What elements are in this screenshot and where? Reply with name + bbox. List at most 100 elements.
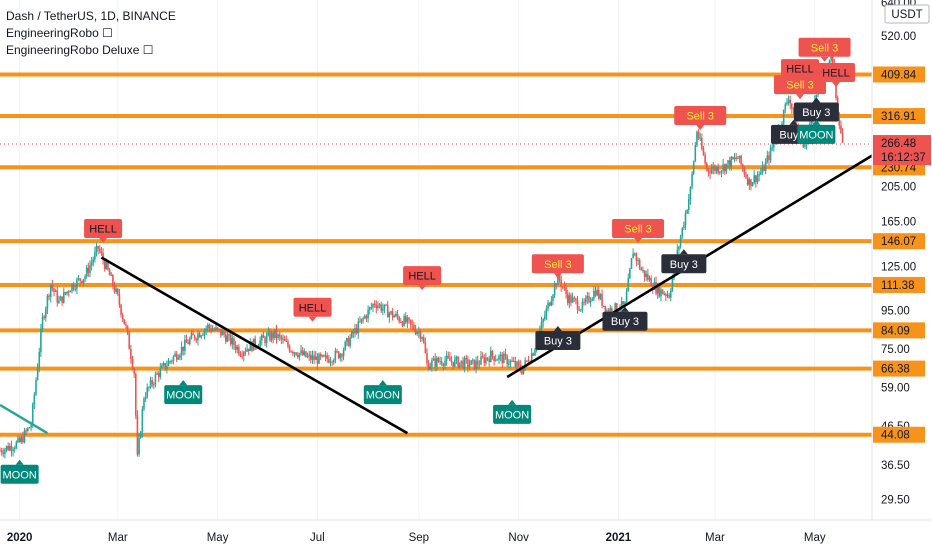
candle-down	[594, 290, 597, 296]
candle-up	[71, 284, 73, 292]
indicator-engineeringrobo-deluxe[interactable]: EngineeringRobo Deluxe ☐	[6, 43, 154, 57]
tag-pointer	[508, 399, 517, 405]
candle-up	[41, 316, 44, 330]
candle-up	[671, 278, 674, 291]
candle-up	[300, 350, 302, 354]
candle-down	[123, 319, 126, 325]
candle-up	[4, 449, 6, 454]
price-axis[interactable]: 640.00520.00405.00320.00265.00205.00165.…	[871, 0, 932, 550]
tag-pointer	[832, 81, 841, 87]
tag-label: Buy 3	[802, 107, 830, 119]
level-price-badge	[873, 276, 925, 293]
symbol-title[interactable]: Dash / TetherUS, 1D, BINANCE	[6, 9, 176, 23]
candle-up	[761, 166, 764, 173]
indicator-engineeringrobo[interactable]: EngineeringRobo ☐	[6, 26, 113, 40]
candle-up	[9, 445, 11, 451]
candle-up	[485, 357, 487, 364]
candle-down	[838, 113, 841, 126]
candle-up	[696, 131, 698, 146]
candle-up	[737, 158, 739, 160]
candle-up	[162, 363, 165, 366]
candle-up	[710, 169, 713, 174]
candle-up	[530, 353, 533, 362]
candle-up	[318, 353, 320, 364]
candle-down	[400, 321, 402, 323]
candle-up	[684, 213, 687, 226]
tag-label: MOON	[3, 469, 37, 481]
price-tick-label: 75.00	[881, 344, 910, 356]
candle-up	[416, 332, 418, 334]
price-tick-label: 205.00	[881, 181, 916, 193]
candle-down	[740, 155, 742, 165]
candle-down	[113, 285, 116, 292]
candle-down	[100, 251, 103, 254]
candle-up	[508, 363, 510, 365]
candle-up	[727, 160, 729, 164]
candle-up	[534, 349, 536, 356]
candle-down	[233, 338, 235, 346]
candle-up	[367, 309, 369, 319]
price-tick-label: 520.00	[881, 31, 916, 43]
candle-down	[103, 260, 106, 269]
candle-down	[488, 358, 490, 362]
candle-up	[586, 295, 589, 299]
candle-up	[74, 288, 77, 290]
candle-down	[638, 259, 641, 269]
candle-up	[33, 394, 36, 405]
candle-down	[61, 296, 63, 303]
candle-up	[85, 267, 88, 277]
candle-down	[611, 308, 613, 314]
tag-label: Sell 3	[624, 223, 652, 235]
candle-up	[321, 355, 324, 357]
candle-up	[197, 333, 199, 341]
signal-tags: MOON HELL MOON HELL MOON HELL MOON Sell 3 Buy 3 B…	[0, 37, 856, 484]
candle-down	[193, 335, 196, 340]
candle-up	[699, 137, 702, 139]
candle-up	[725, 163, 728, 172]
candle-up	[571, 297, 574, 303]
tag-box	[164, 385, 203, 405]
candle-up	[388, 313, 391, 318]
time-tick-label: Mar	[108, 532, 128, 544]
candle-up	[115, 288, 117, 292]
tag-label: MOON	[366, 390, 400, 402]
candle-down	[840, 125, 842, 134]
tag-label: Buy 3	[611, 316, 639, 328]
candle-down	[434, 358, 436, 367]
candle-down	[578, 309, 580, 311]
candle-down	[126, 325, 129, 333]
candle-up	[579, 309, 582, 311]
candle-down	[254, 338, 257, 347]
candle-down	[658, 285, 661, 297]
level-price-badge	[873, 426, 925, 443]
candle-down	[391, 311, 394, 318]
candle-down	[467, 358, 469, 367]
candle-up	[231, 338, 234, 345]
candle-down	[548, 302, 551, 306]
time-axis[interactable]: 2020 Mar May Jul Sep Nov 2021 Mar May	[0, 519, 932, 550]
candle-down	[385, 304, 387, 306]
level-price-badge	[873, 322, 925, 339]
candle-up	[771, 147, 774, 149]
candle-down	[650, 277, 652, 287]
candle-up	[663, 293, 666, 295]
candle-up	[499, 354, 502, 356]
candle-up	[637, 259, 639, 261]
candle-up	[260, 335, 263, 341]
candle-up	[468, 364, 471, 367]
tag-pointer	[553, 325, 562, 331]
candle-down	[131, 358, 134, 369]
candle-down	[763, 166, 765, 171]
candle-down	[121, 314, 124, 320]
candle-up	[552, 295, 554, 301]
candle-down	[125, 324, 127, 326]
sell-signal-tag: Sell 3	[798, 37, 851, 62]
candle-down	[296, 355, 299, 358]
tag-label: HELL	[408, 271, 436, 283]
candle-down	[164, 363, 167, 369]
candle-up	[95, 246, 98, 252]
candle-up	[748, 179, 751, 185]
candle-up	[679, 236, 682, 247]
tag-pointer	[553, 273, 562, 279]
